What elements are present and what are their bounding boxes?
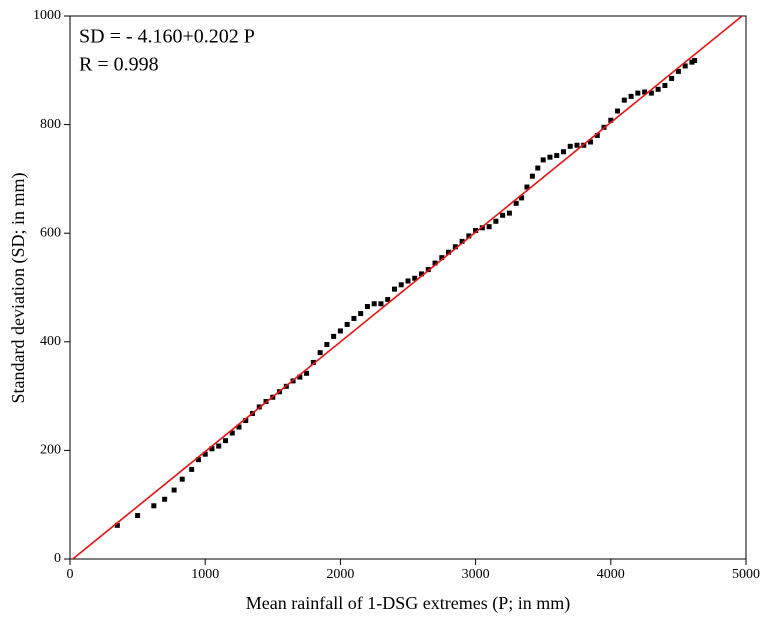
point <box>628 93 634 99</box>
point <box>493 218 499 224</box>
y-tick-label: 600 <box>40 225 61 240</box>
point <box>351 315 357 321</box>
plot-frame <box>69 15 747 560</box>
point <box>594 132 600 138</box>
point <box>655 86 661 92</box>
point <box>229 430 235 436</box>
point <box>500 212 506 218</box>
x-tick-label: 5000 <box>732 567 760 582</box>
point <box>179 476 185 482</box>
point <box>151 503 157 509</box>
point <box>331 333 337 339</box>
point <box>642 89 648 95</box>
point <box>608 117 614 123</box>
point <box>567 143 573 149</box>
point <box>473 227 479 233</box>
point <box>189 466 195 472</box>
point <box>535 165 541 171</box>
point <box>446 249 452 255</box>
point <box>675 68 681 74</box>
point <box>317 350 323 356</box>
point <box>452 244 458 250</box>
point <box>554 153 560 159</box>
point <box>304 370 310 376</box>
equation: SD = - 4.160+0.202 P <box>79 26 255 48</box>
point <box>486 224 492 230</box>
fit-line <box>71 16 744 559</box>
point <box>615 108 621 114</box>
point <box>391 286 397 292</box>
x-tick-label: 1000 <box>191 567 219 582</box>
x-tick-label: 2000 <box>326 567 354 582</box>
y-tick-label: 1000 <box>33 8 61 23</box>
point <box>385 296 391 302</box>
r-value: R = 0.998 <box>79 54 159 76</box>
point <box>324 342 330 348</box>
point <box>588 139 594 145</box>
point <box>669 75 675 81</box>
x-axis-label: Mean rainfall of 1-DSG extremes (P; in m… <box>246 593 570 614</box>
point <box>405 278 411 284</box>
point <box>337 328 343 334</box>
point <box>202 451 208 457</box>
point <box>209 446 215 452</box>
x-tick-label: 0 <box>67 567 74 582</box>
point <box>479 225 485 231</box>
point <box>635 90 641 96</box>
point <box>358 311 364 317</box>
y-tick-label: 0 <box>54 551 61 566</box>
point <box>310 359 316 365</box>
point <box>432 260 438 266</box>
point <box>621 97 627 103</box>
point <box>692 58 698 64</box>
point <box>662 83 668 89</box>
point <box>364 304 370 310</box>
point <box>529 173 535 179</box>
point <box>689 59 695 65</box>
point <box>344 321 350 327</box>
point <box>412 275 418 281</box>
x-tick-label: 3000 <box>462 567 490 582</box>
point <box>540 157 546 163</box>
point <box>135 513 141 519</box>
point <box>171 487 177 493</box>
point <box>371 301 377 307</box>
point <box>547 154 553 160</box>
point <box>459 238 465 244</box>
point <box>222 438 228 444</box>
point <box>162 496 168 502</box>
point <box>419 271 425 277</box>
fit-group <box>71 16 744 559</box>
point <box>648 90 654 96</box>
point <box>519 195 525 201</box>
point <box>466 233 472 239</box>
point <box>524 184 530 190</box>
point <box>506 210 512 216</box>
y-tick-label: 400 <box>40 334 61 349</box>
point <box>195 457 201 463</box>
point <box>560 149 566 155</box>
y-tick-label: 800 <box>40 117 61 132</box>
point <box>574 142 580 148</box>
x-tick-label: 4000 <box>597 567 625 582</box>
y-axis-label: Standard deviation (SD; in mm) <box>8 173 29 404</box>
point <box>243 418 249 424</box>
point <box>378 301 384 307</box>
point <box>236 424 242 430</box>
point <box>216 443 222 449</box>
point <box>439 255 445 261</box>
point <box>398 282 404 288</box>
point <box>682 63 688 69</box>
point <box>114 522 120 528</box>
point <box>513 200 519 206</box>
y-tick-label: 200 <box>40 443 61 458</box>
point <box>297 374 303 380</box>
